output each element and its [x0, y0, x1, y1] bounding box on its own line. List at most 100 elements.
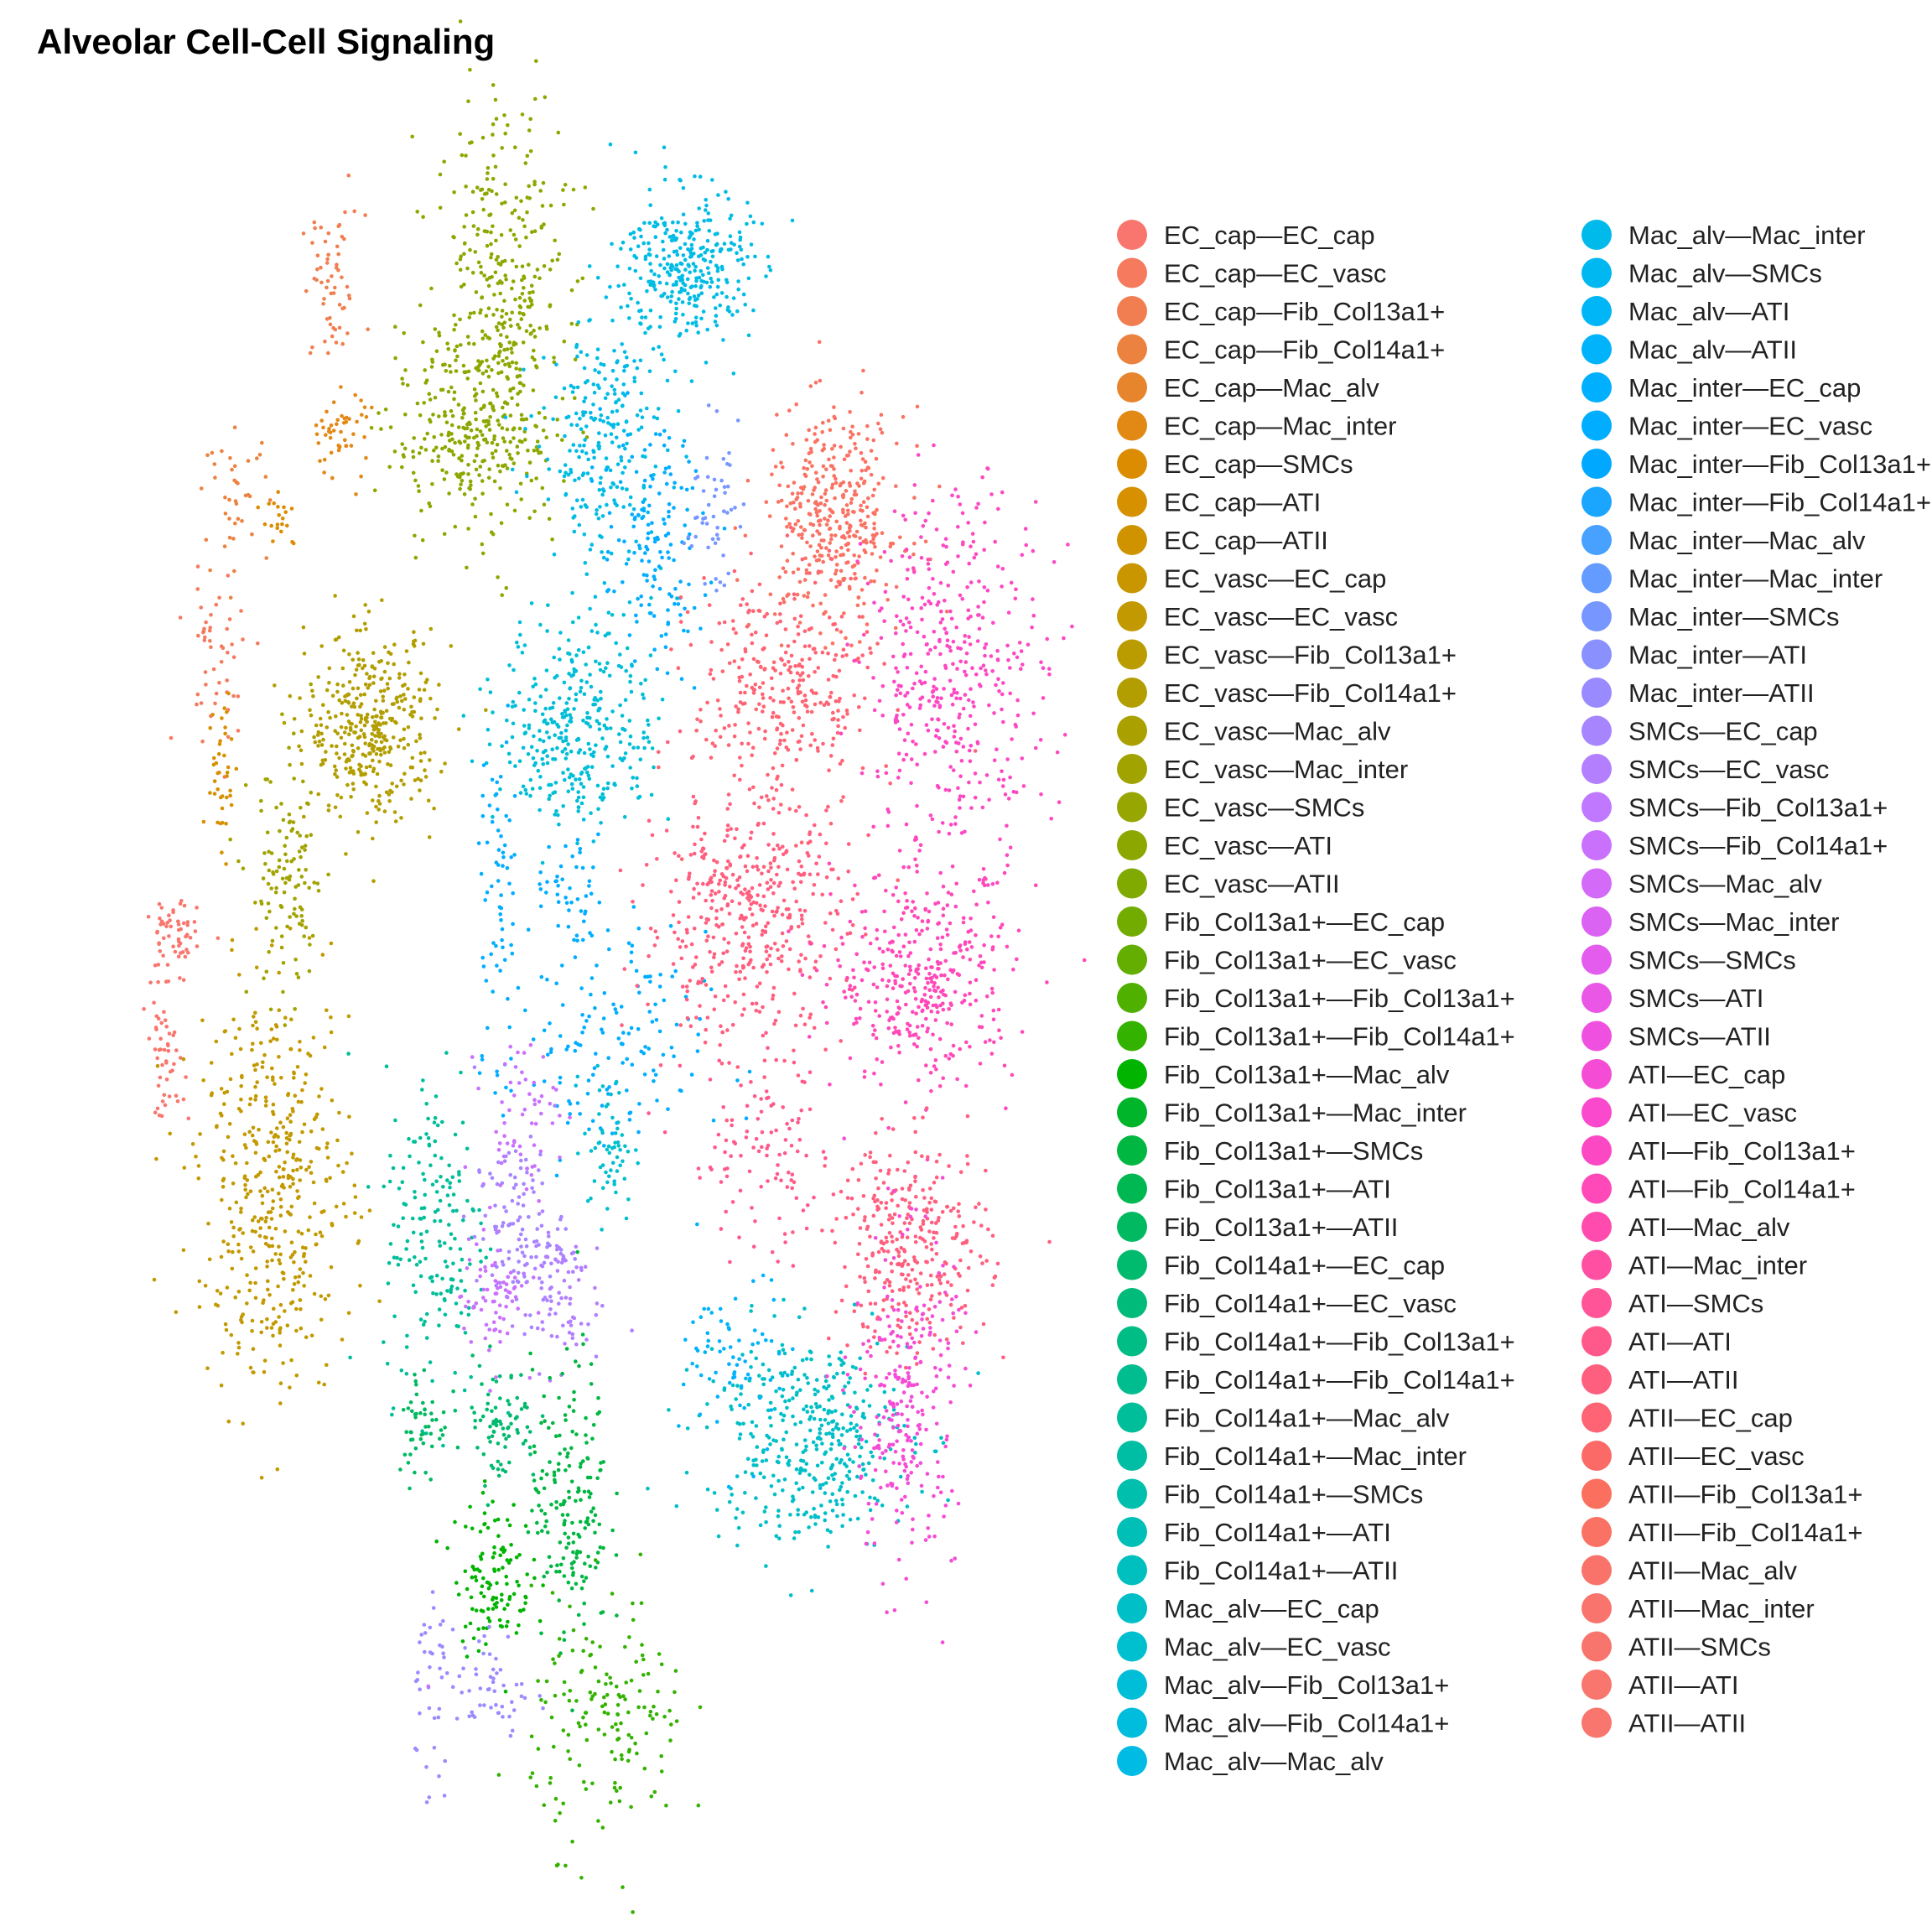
scatter-point: [238, 1046, 243, 1052]
scatter-point: [515, 444, 520, 449]
scatter-point: [667, 465, 672, 470]
scatter-point: [696, 330, 700, 335]
scatter-point: [413, 1415, 418, 1420]
scatter-point: [915, 404, 920, 409]
scatter-point: [525, 1171, 529, 1175]
scatter-point: [493, 1405, 498, 1410]
scatter-point: [492, 1569, 497, 1573]
scatter-point: [431, 413, 435, 417]
scatter-point: [493, 1203, 497, 1208]
scatter-point: [216, 787, 221, 792]
scatter-point: [563, 1342, 567, 1346]
scatter-point: [575, 279, 580, 283]
scatter-point: [542, 356, 546, 360]
scatter-point: [474, 1608, 479, 1613]
scatter-point: [468, 311, 473, 316]
scatter-point: [540, 1181, 544, 1186]
scatter-point: [274, 1169, 278, 1174]
scatter-point: [818, 501, 823, 506]
scatter-point: [556, 1462, 561, 1466]
scatter-point: [410, 134, 415, 139]
scatter-point: [638, 408, 643, 413]
scatter-point: [493, 1091, 497, 1095]
scatter-point: [597, 1088, 602, 1093]
scatter-point: [309, 833, 314, 837]
scatter-point: [531, 1178, 535, 1182]
scatter-point: [262, 1052, 267, 1057]
scatter-point: [200, 739, 205, 744]
scatter-point: [377, 660, 382, 664]
scatter-point: [329, 450, 334, 455]
scatter-point: [562, 479, 566, 483]
scatter-point: [516, 1218, 521, 1223]
scatter-point: [473, 250, 478, 254]
scatter-point: [433, 716, 437, 720]
scatter-point: [608, 726, 613, 730]
scatter-point: [588, 1653, 592, 1658]
scatter-point: [598, 407, 602, 412]
scatter-point: [376, 730, 381, 735]
scatter-point: [589, 629, 595, 633]
scatter-point: [828, 541, 832, 545]
scatter-point: [511, 891, 515, 896]
scatter-point: [664, 481, 669, 486]
scatter-point: [829, 486, 834, 491]
scatter-point: [600, 792, 605, 797]
scatter-point: [791, 442, 795, 446]
scatter-point: [653, 224, 657, 229]
scatter-point: [646, 536, 650, 541]
scatter-point: [480, 1584, 485, 1588]
scatter-point: [844, 489, 849, 493]
scatter-point: [398, 1467, 402, 1472]
scatter-point: [507, 452, 512, 457]
scatter-point: [500, 309, 505, 313]
scatter-point: [517, 296, 522, 300]
scatter-point: [410, 766, 415, 770]
scatter-point: [662, 998, 667, 1003]
scatter-point: [231, 1234, 236, 1239]
scatter-point: [485, 358, 489, 363]
scatter-point: [828, 578, 834, 583]
scatter-point: [588, 548, 593, 552]
scatter-point: [250, 1218, 255, 1223]
scatter-point: [400, 465, 404, 470]
scatter-point: [480, 1382, 484, 1386]
scatter-point: [426, 798, 431, 802]
scatter-point: [706, 545, 710, 550]
scatter-point: [342, 730, 347, 735]
scatter-point: [509, 1543, 513, 1547]
scatter-point: [500, 259, 505, 264]
scatter-point: [513, 145, 517, 149]
scatter-point: [167, 934, 171, 938]
scatter-point: [662, 428, 667, 434]
scatter-point: [686, 629, 690, 634]
scatter-point: [880, 475, 886, 480]
scatter-point: [815, 549, 820, 553]
scatter-point: [299, 748, 304, 753]
scatter-point: [679, 486, 683, 491]
scatter-point: [418, 1135, 423, 1140]
scatter-point: [537, 1504, 541, 1508]
scatter-point: [490, 1176, 495, 1181]
scatter-point: [468, 1262, 472, 1266]
scatter-point: [467, 435, 471, 440]
scatter-point: [230, 937, 235, 943]
scatter-point: [646, 522, 651, 527]
scatter-point: [285, 1116, 290, 1120]
scatter-point: [522, 367, 526, 372]
scatter-point: [443, 1259, 448, 1264]
scatter-point: [280, 876, 285, 881]
scatter-point: [648, 309, 653, 313]
scatter-point: [430, 1279, 434, 1284]
scatter-point: [319, 743, 325, 747]
scatter-point: [548, 1274, 553, 1279]
scatter-point: [672, 558, 676, 563]
scatter-point: [168, 1069, 173, 1074]
scatter-point: [648, 262, 652, 266]
scatter-point: [465, 266, 470, 271]
scatter-point: [501, 1221, 506, 1225]
scatter-point: [484, 708, 488, 713]
scatter-point: [592, 750, 596, 755]
scatter-point: [328, 715, 332, 720]
scatter-point: [636, 512, 641, 517]
